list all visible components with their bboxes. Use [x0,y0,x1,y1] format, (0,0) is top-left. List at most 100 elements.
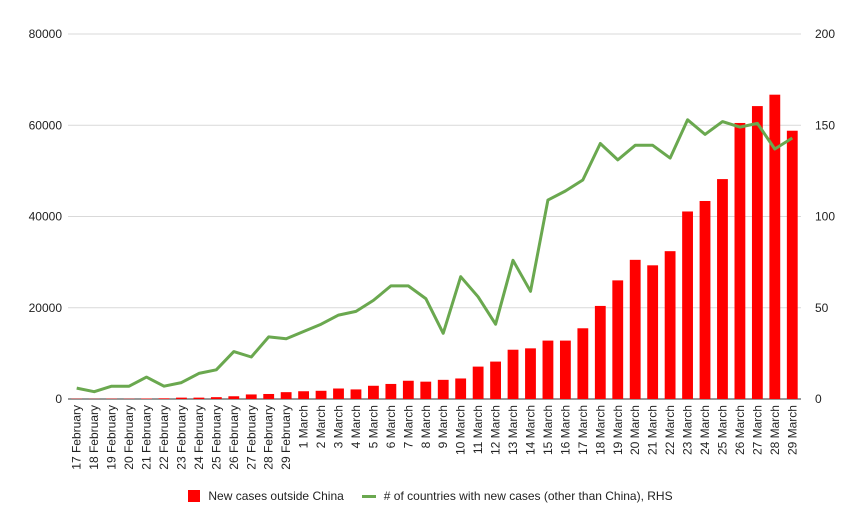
left-tick-label: 40000 [29,210,63,224]
x-tick-label: 19 March [611,405,625,455]
x-tick-label: 27 February [244,405,258,470]
bar [490,361,501,399]
x-tick-label: 11 March [471,405,485,454]
x-tick-label: 15 March [541,405,555,455]
gridlines [68,33,801,400]
bar [629,259,641,399]
x-tick-label: 9 March [436,405,450,448]
x-tick-label: 17 March [576,405,590,455]
bar [420,381,432,399]
bar [786,130,798,399]
bar [402,380,414,399]
x-tick-label: 23 February [174,405,188,470]
left-tick-label: 60000 [29,118,63,132]
bar [682,211,693,399]
x-tick-label: 2 March [314,405,328,448]
bar [280,392,292,399]
legend-swatch-line [361,494,376,498]
bar-series [71,94,798,400]
right-tick-label: 50 [815,301,829,315]
bar [734,122,746,399]
bar [245,394,257,399]
legend: New cases outside China # of countries w… [0,486,861,506]
bar [263,393,275,399]
x-tick-label: 3 March [332,405,346,448]
bar [525,348,536,399]
right-tick-label: 100 [815,210,835,224]
bar [507,349,519,399]
x-tick-label: 25 March [715,405,729,455]
legend-item-line: # of countries with new cases (other tha… [361,489,673,503]
bar [176,397,187,399]
x-tick-label: 22 March [663,405,677,455]
x-tick-label: 21 February [140,405,154,470]
x-tick-label: 26 February [227,405,241,470]
x-tick-label: 24 March [698,405,712,455]
x-tick-label: 4 March [349,405,363,448]
line-path [76,118,794,394]
x-tick-label: 20 March [628,405,642,455]
bar [751,106,763,400]
x-tick-label: 13 March [506,405,520,455]
bar [699,200,711,399]
x-tick-label: 6 March [384,405,398,448]
bar [594,305,606,399]
bar [158,398,170,399]
left-tick-label: 20000 [29,301,63,315]
x-tick-label: 16 March [558,405,572,455]
bar [437,379,449,399]
x-tick-label: 10 March [454,405,468,455]
x-tick-label: 27 March [750,405,764,455]
x-tick-label: 29 February [279,405,293,470]
x-tick-label: 1 March [297,405,311,448]
bar [559,340,571,399]
bar [298,391,310,399]
bar [455,378,467,399]
x-tick-label: 24 February [192,405,206,470]
x-tick-label: 5 March [366,405,380,448]
legend-swatch-bars [188,490,201,502]
left-tick-label: 0 [55,392,62,406]
bar [333,388,344,399]
bar [193,397,205,399]
right-axis-ticks: 0 50 100 150 200 [815,27,835,406]
x-tick-label: 23 March [681,405,695,455]
right-tick-label: 200 [815,27,835,41]
bar [769,94,781,400]
x-tick-label: 22 February [157,405,171,470]
line-series [76,118,794,394]
x-tick-label: 7 March [401,405,415,448]
right-tick-label: 0 [815,392,822,406]
x-tick-label: 26 March [733,405,747,455]
bar [210,397,222,399]
x-axis-labels: 17 February 18 February 19 February 20 Febr… [70,405,800,470]
left-tick-label: 80000 [29,27,63,41]
x-tick-label: 20 February [122,405,136,470]
bar [542,340,554,399]
bar [368,385,379,399]
bar [717,179,728,399]
bar [472,366,484,399]
left-axis-ticks: 0 20000 40000 60000 80000 [29,27,63,406]
legend-label-bars: New cases outside China [208,489,344,503]
x-tick-label: 17 February [70,405,84,470]
x-tick-label: 18 February [87,405,101,470]
x-tick-label: 8 March [419,405,433,448]
bar [385,383,397,399]
x-tick-label: 19 February [105,405,119,470]
legend-item-bars: New cases outside China [188,489,344,503]
bar [577,328,589,399]
x-tick-label: 29 March [785,405,799,455]
bar [664,251,676,399]
bar [228,396,240,399]
x-tick-label: 28 February [262,405,276,470]
x-tick-label: 14 March [523,405,537,455]
legend-label-line: # of countries with new cases (other tha… [383,489,673,503]
bar [350,389,362,399]
bar [315,390,327,399]
x-tick-label: 21 March [646,405,660,455]
right-tick-label: 150 [815,118,835,132]
bar [647,265,659,399]
x-tick-label: 18 March [593,405,607,455]
